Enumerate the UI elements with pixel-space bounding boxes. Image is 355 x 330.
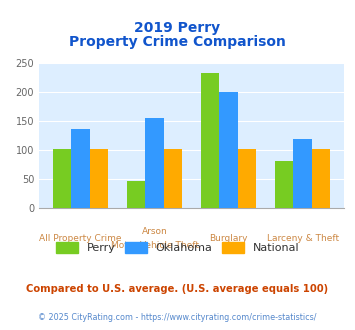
- Bar: [219, 92, 238, 208]
- Bar: [90, 149, 108, 208]
- Bar: [53, 149, 71, 208]
- Bar: [71, 129, 90, 208]
- Bar: [312, 149, 331, 208]
- Bar: [294, 139, 312, 208]
- Bar: [164, 149, 182, 208]
- Text: 2019 Perry: 2019 Perry: [135, 21, 220, 35]
- Bar: [127, 181, 146, 208]
- Text: Larceny & Theft: Larceny & Theft: [267, 234, 339, 243]
- Text: Arson: Arson: [142, 227, 168, 236]
- Bar: [238, 149, 256, 208]
- Bar: [146, 118, 164, 208]
- Text: Compared to U.S. average. (U.S. average equals 100): Compared to U.S. average. (U.S. average …: [26, 284, 329, 294]
- Text: Burglary: Burglary: [209, 234, 248, 243]
- Text: Motor Vehicle Theft: Motor Vehicle Theft: [111, 241, 199, 250]
- Bar: [201, 73, 219, 208]
- Bar: [275, 161, 294, 208]
- Text: © 2025 CityRating.com - https://www.cityrating.com/crime-statistics/: © 2025 CityRating.com - https://www.city…: [38, 313, 317, 322]
- Legend: Perry, Oklahoma, National: Perry, Oklahoma, National: [56, 242, 299, 253]
- Text: Property Crime Comparison: Property Crime Comparison: [69, 35, 286, 49]
- Text: All Property Crime: All Property Crime: [39, 234, 122, 243]
